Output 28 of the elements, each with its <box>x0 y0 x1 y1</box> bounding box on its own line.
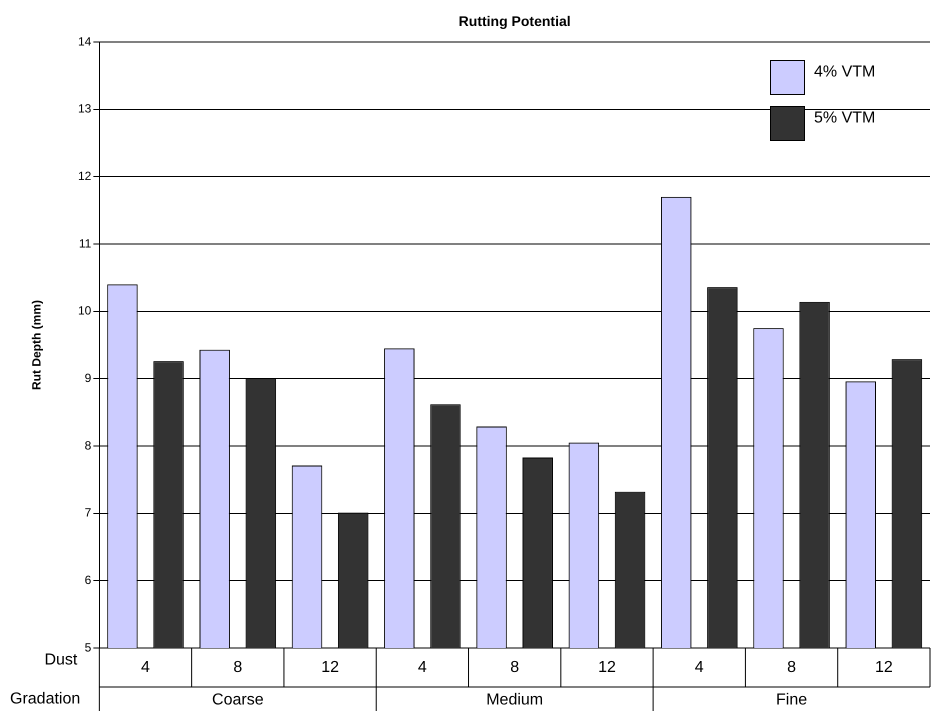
y-tick-label: 6 <box>84 572 92 587</box>
x-tick-label: 4 <box>418 658 427 676</box>
x-tick-label: 4 <box>141 658 150 676</box>
x-tick-label: 8 <box>233 658 242 676</box>
y-tick-label: 9 <box>84 370 92 385</box>
x-tick-label: 12 <box>321 658 340 676</box>
text: Medium <box>486 691 544 708</box>
x-tick-label: 8 <box>510 658 520 676</box>
y-tick-label: 14 <box>78 34 92 48</box>
legend-label: 4% VTM <box>814 63 876 80</box>
y-tick-label: 8 <box>84 438 92 452</box>
text: Dust <box>44 651 78 668</box>
legend-label: 5% VTM <box>814 109 876 126</box>
y-tick-label: 10 <box>78 304 92 318</box>
x-tick-label: 8 <box>787 658 796 676</box>
chart-title: Rutting Potential <box>458 12 571 29</box>
x-tick-label: 4 <box>694 658 704 676</box>
y-tick-label: 12 <box>78 168 92 183</box>
y-axis-title: Rut Depth (mm) <box>30 300 44 390</box>
y-tick-label: 11 <box>78 236 92 250</box>
text: Coarse <box>212 691 264 708</box>
y-tick-label: 7 <box>84 506 92 520</box>
y-tick-label: 5 <box>84 640 92 654</box>
text: Fine <box>776 691 808 708</box>
text: Gradation <box>10 690 80 708</box>
y-tick-label: 13 <box>78 102 92 116</box>
x-tick-label: 12 <box>598 658 616 676</box>
x-tick-label: 12 <box>874 658 893 676</box>
